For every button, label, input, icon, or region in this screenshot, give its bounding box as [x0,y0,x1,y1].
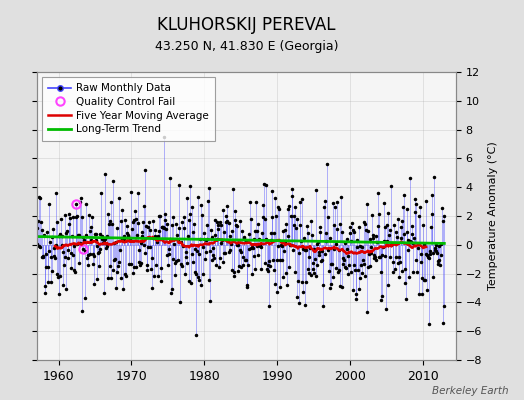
Legend: Raw Monthly Data, Quality Control Fail, Five Year Moving Average, Long-Term Tren: Raw Monthly Data, Quality Control Fail, … [42,77,215,141]
Y-axis label: Temperature Anomaly (°C): Temperature Anomaly (°C) [488,142,498,290]
Text: KLUHORSKIJ PEREVAL: KLUHORSKIJ PEREVAL [157,16,335,34]
Text: 43.250 N, 41.830 E (Georgia): 43.250 N, 41.830 E (Georgia) [155,40,338,53]
Text: Berkeley Earth: Berkeley Earth [432,386,508,396]
